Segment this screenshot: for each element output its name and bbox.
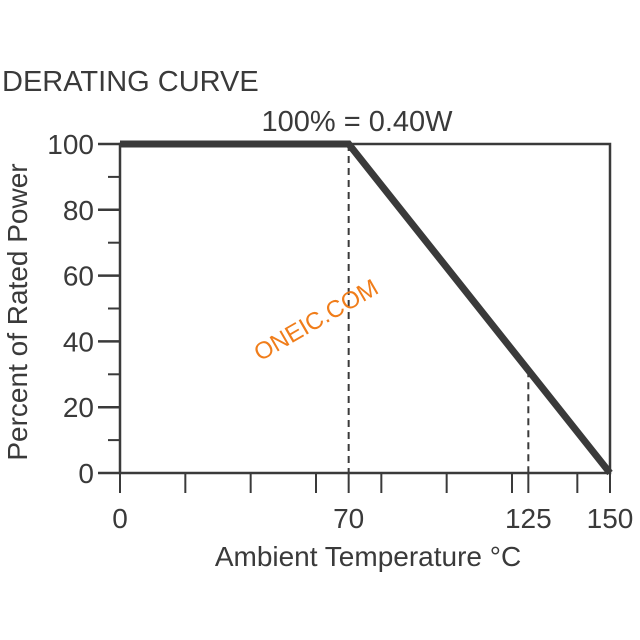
y-axis-label: Percent of Rated Power: [2, 163, 33, 460]
y-axis-tick-labels: 0 20 40 60 80 100: [47, 129, 94, 489]
x-tick-label: 125: [505, 503, 552, 534]
reference-lines: [347, 144, 530, 473]
x-axis-ticks: [119, 473, 611, 493]
derating-curve: [120, 140, 613, 476]
y-axis-ticks: [98, 142, 120, 475]
watermark-text: ONEIC.COM: [249, 274, 383, 367]
y-tick-label: 100: [47, 129, 94, 160]
x-axis-label: Ambient Temperature °C: [215, 541, 521, 572]
x-tick-label: 70: [333, 503, 364, 534]
chart-annotation: 100% = 0.40W: [261, 106, 453, 138]
y-tick-label: 80: [63, 195, 94, 226]
chart-title: DERATING CURVE: [2, 66, 259, 98]
x-tick-label: 0: [112, 503, 128, 534]
y-tick-label: 0: [78, 458, 94, 489]
y-tick-label: 60: [63, 261, 94, 292]
x-axis-tick-labels: 0 70 125 150: [112, 503, 633, 534]
plot-frame: [118, 142, 612, 475]
x-tick-label: 150: [587, 503, 634, 534]
y-tick-label: 40: [63, 326, 94, 357]
y-tick-label: 20: [63, 392, 94, 423]
